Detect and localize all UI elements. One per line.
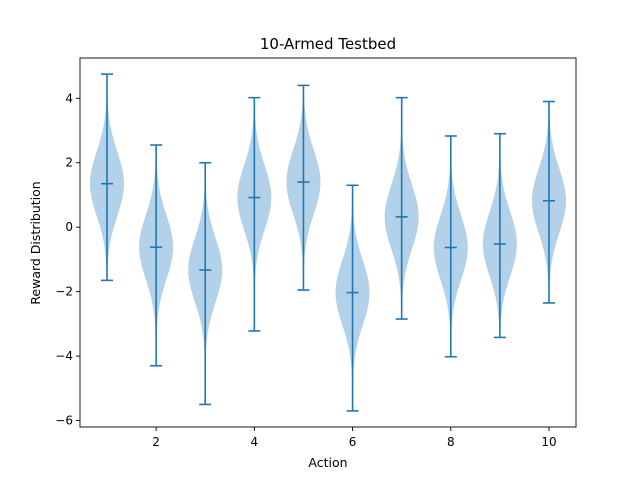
y-tick-label--2: −2 <box>55 285 73 299</box>
x-tick-label-6: 6 <box>349 435 357 449</box>
x-tick-label-4: 4 <box>251 435 259 449</box>
y-axis-ticks: −6 −4 −2 0 2 4 <box>55 91 80 428</box>
y-tick-label-4: 4 <box>65 91 73 105</box>
y-tick-label-2: 2 <box>65 156 73 170</box>
chart-title: 10-Armed Testbed <box>260 35 396 53</box>
x-axis-label: Action <box>308 455 347 470</box>
y-tick-label--4: −4 <box>55 349 73 363</box>
violin-lines <box>101 73 555 412</box>
y-tick-label-0: 0 <box>65 220 73 234</box>
y-axis-label: Reward Distribution <box>28 181 43 304</box>
x-tick-label-2: 2 <box>152 435 160 449</box>
plot-frame <box>79 57 577 428</box>
y-tick-label--6: −6 <box>55 414 73 428</box>
x-axis-ticks: 2 4 6 8 10 <box>152 427 557 449</box>
x-tick-label-10: 10 <box>541 435 556 449</box>
x-tick-label-8: 8 <box>447 435 455 449</box>
